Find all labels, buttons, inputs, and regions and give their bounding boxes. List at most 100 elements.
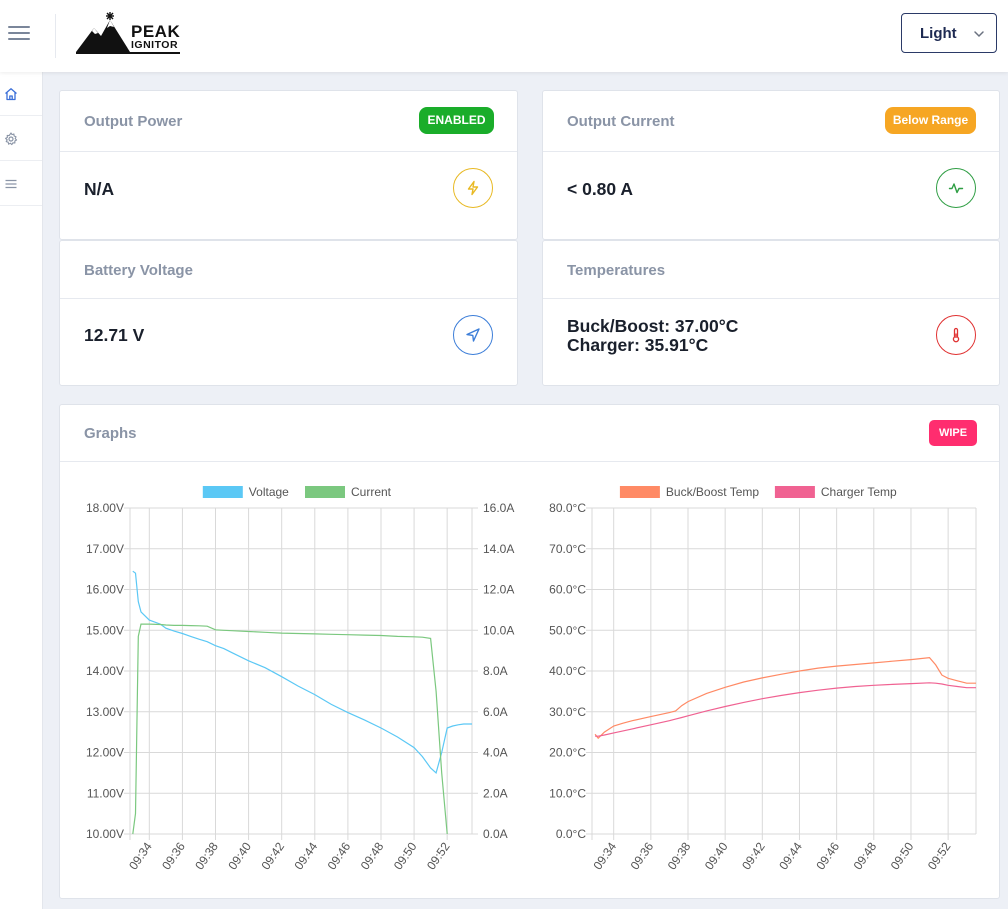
series-line bbox=[594, 656, 976, 740]
x-tick-label: 09:46 bbox=[325, 839, 354, 872]
charger-temp-value: Charger: 35.91°C bbox=[567, 335, 709, 355]
y-tick-label: 18.00V bbox=[86, 501, 124, 515]
legend-swatch bbox=[619, 486, 660, 498]
x-tick-label: 09:42 bbox=[258, 839, 287, 872]
y2-tick-label: 10.0A bbox=[483, 623, 514, 637]
status-badge: Below Range bbox=[885, 107, 976, 134]
gear-icon bbox=[5, 132, 18, 146]
y-tick-label: 20.0°C bbox=[549, 746, 586, 760]
card-title: Graphs bbox=[84, 425, 137, 442]
output-power-card: Output Power ENABLED N/A bbox=[59, 90, 518, 240]
y-tick-label: 14.00V bbox=[86, 664, 124, 678]
x-tick-label: 09:50 bbox=[888, 839, 917, 872]
y-tick-label: 13.00V bbox=[86, 705, 124, 719]
y2-tick-label: 4.0A bbox=[483, 746, 508, 760]
logo-text-ignitor: IGNITOR bbox=[131, 39, 179, 51]
card-title: Output Current bbox=[567, 113, 675, 130]
output-current-card: Output Current Below Range < 0.80 A bbox=[542, 90, 1000, 240]
series-line bbox=[132, 570, 472, 774]
y-tick-label: 70.0°C bbox=[549, 542, 586, 556]
card-header: Graphs WIPE bbox=[60, 405, 999, 462]
y2-tick-label: 8.0A bbox=[483, 664, 508, 678]
navigation-icon bbox=[453, 315, 493, 355]
card-title: Battery Voltage bbox=[84, 262, 193, 279]
legend-label: Buck/Boost Temp bbox=[666, 485, 759, 499]
y-tick-label: 10.00V bbox=[86, 827, 124, 841]
top-bar: PEAK IGNITOR Light bbox=[0, 0, 1008, 72]
card-header: Battery Voltage bbox=[60, 241, 517, 299]
legend-label: Voltage bbox=[249, 485, 289, 499]
hamburger-menu-icon[interactable] bbox=[8, 24, 32, 42]
mountain-logo-icon bbox=[76, 12, 130, 52]
line-chart-1: 18.00V 17.00V 16.00V 15.00V 14.00V 13.00V 12.0… bbox=[86, 485, 514, 872]
card-header: Output Current Below Range bbox=[543, 91, 999, 152]
x-tick-label: 09:36 bbox=[159, 839, 188, 872]
card-header: Temperatures bbox=[543, 241, 999, 299]
home-icon bbox=[5, 88, 17, 101]
series-line bbox=[132, 623, 448, 835]
y2-tick-label: 6.0A bbox=[483, 705, 508, 719]
theme-select[interactable]: Light bbox=[901, 13, 997, 53]
y2-tick-label: 0.0A bbox=[483, 827, 508, 841]
y-tick-label: 0.0°C bbox=[556, 827, 586, 841]
theme-select-value: Light bbox=[920, 25, 957, 42]
x-tick-label: 09:46 bbox=[813, 839, 842, 872]
output-current-value: < 0.80 A bbox=[567, 179, 633, 199]
x-tick-label: 09:52 bbox=[424, 839, 453, 872]
legend-swatch bbox=[774, 486, 815, 498]
legend-label: Current bbox=[351, 485, 392, 499]
y2-tick-label: 16.0A bbox=[483, 501, 514, 515]
y-tick-label: 12.00V bbox=[86, 746, 124, 760]
peak-ignitor-logo[interactable]: PEAK IGNITOR bbox=[74, 12, 184, 56]
legend-label: Charger Temp bbox=[821, 485, 897, 499]
logo-underline bbox=[76, 52, 180, 54]
y-tick-label: 50.0°C bbox=[549, 623, 586, 637]
sidebar-item-settings[interactable] bbox=[0, 117, 42, 161]
x-tick-label: 09:40 bbox=[702, 839, 731, 872]
battery-voltage-value: 12.71 V bbox=[84, 325, 145, 345]
thermometer-icon bbox=[936, 315, 976, 355]
temperatures-card: Temperatures Buck/Boost: 37.00°C Charger… bbox=[542, 240, 1000, 386]
buck-boost-temp-value: Buck/Boost: 37.00°C bbox=[567, 316, 739, 336]
y-tick-label: 10.0°C bbox=[549, 786, 586, 800]
y2-tick-label: 2.0A bbox=[483, 786, 508, 800]
battery-voltage-card: Battery Voltage 12.71 V bbox=[59, 240, 518, 386]
x-tick-label: 09:42 bbox=[739, 839, 768, 872]
y-tick-label: 30.0°C bbox=[549, 705, 586, 719]
y-tick-label: 17.00V bbox=[86, 542, 124, 556]
sidebar bbox=[0, 72, 43, 909]
logo-text-peak: PEAK bbox=[131, 22, 181, 41]
x-tick-label: 09:40 bbox=[225, 839, 254, 872]
x-tick-label: 09:52 bbox=[925, 839, 954, 872]
y2-tick-label: 12.0A bbox=[483, 583, 514, 597]
card-header: Output Power ENABLED bbox=[60, 91, 517, 152]
y-tick-label: 40.0°C bbox=[549, 664, 586, 678]
x-tick-label: 09:44 bbox=[292, 839, 321, 872]
x-tick-label: 09:48 bbox=[851, 839, 880, 872]
series-line bbox=[595, 682, 976, 737]
sidebar-item-home[interactable] bbox=[0, 72, 42, 116]
sidebar-item-logs[interactable] bbox=[0, 162, 42, 206]
legend-swatch bbox=[202, 486, 243, 498]
x-tick-label: 09:34 bbox=[126, 839, 155, 872]
legend-swatch bbox=[305, 486, 345, 498]
x-tick-label: 09:36 bbox=[628, 839, 657, 872]
y-tick-label: 80.0°C bbox=[549, 501, 586, 515]
x-tick-label: 09:38 bbox=[192, 839, 221, 872]
wipe-button[interactable]: WIPE bbox=[929, 420, 977, 446]
y-tick-label: 60.0°C bbox=[549, 583, 586, 597]
list-icon bbox=[5, 179, 17, 189]
x-tick-label: 09:38 bbox=[665, 839, 694, 872]
card-title: Output Power bbox=[84, 113, 183, 130]
card-title: Temperatures bbox=[567, 262, 666, 279]
status-badge: ENABLED bbox=[419, 107, 494, 134]
x-tick-label: 09:48 bbox=[358, 839, 387, 872]
chevron-down-icon bbox=[974, 31, 984, 38]
y2-tick-label: 14.0A bbox=[483, 542, 514, 556]
lightning-icon bbox=[453, 168, 493, 208]
x-tick-label: 09:44 bbox=[776, 839, 805, 872]
y-tick-label: 16.00V bbox=[86, 583, 124, 597]
y-tick-label: 15.00V bbox=[86, 623, 124, 637]
x-tick-label: 09:34 bbox=[590, 839, 619, 872]
